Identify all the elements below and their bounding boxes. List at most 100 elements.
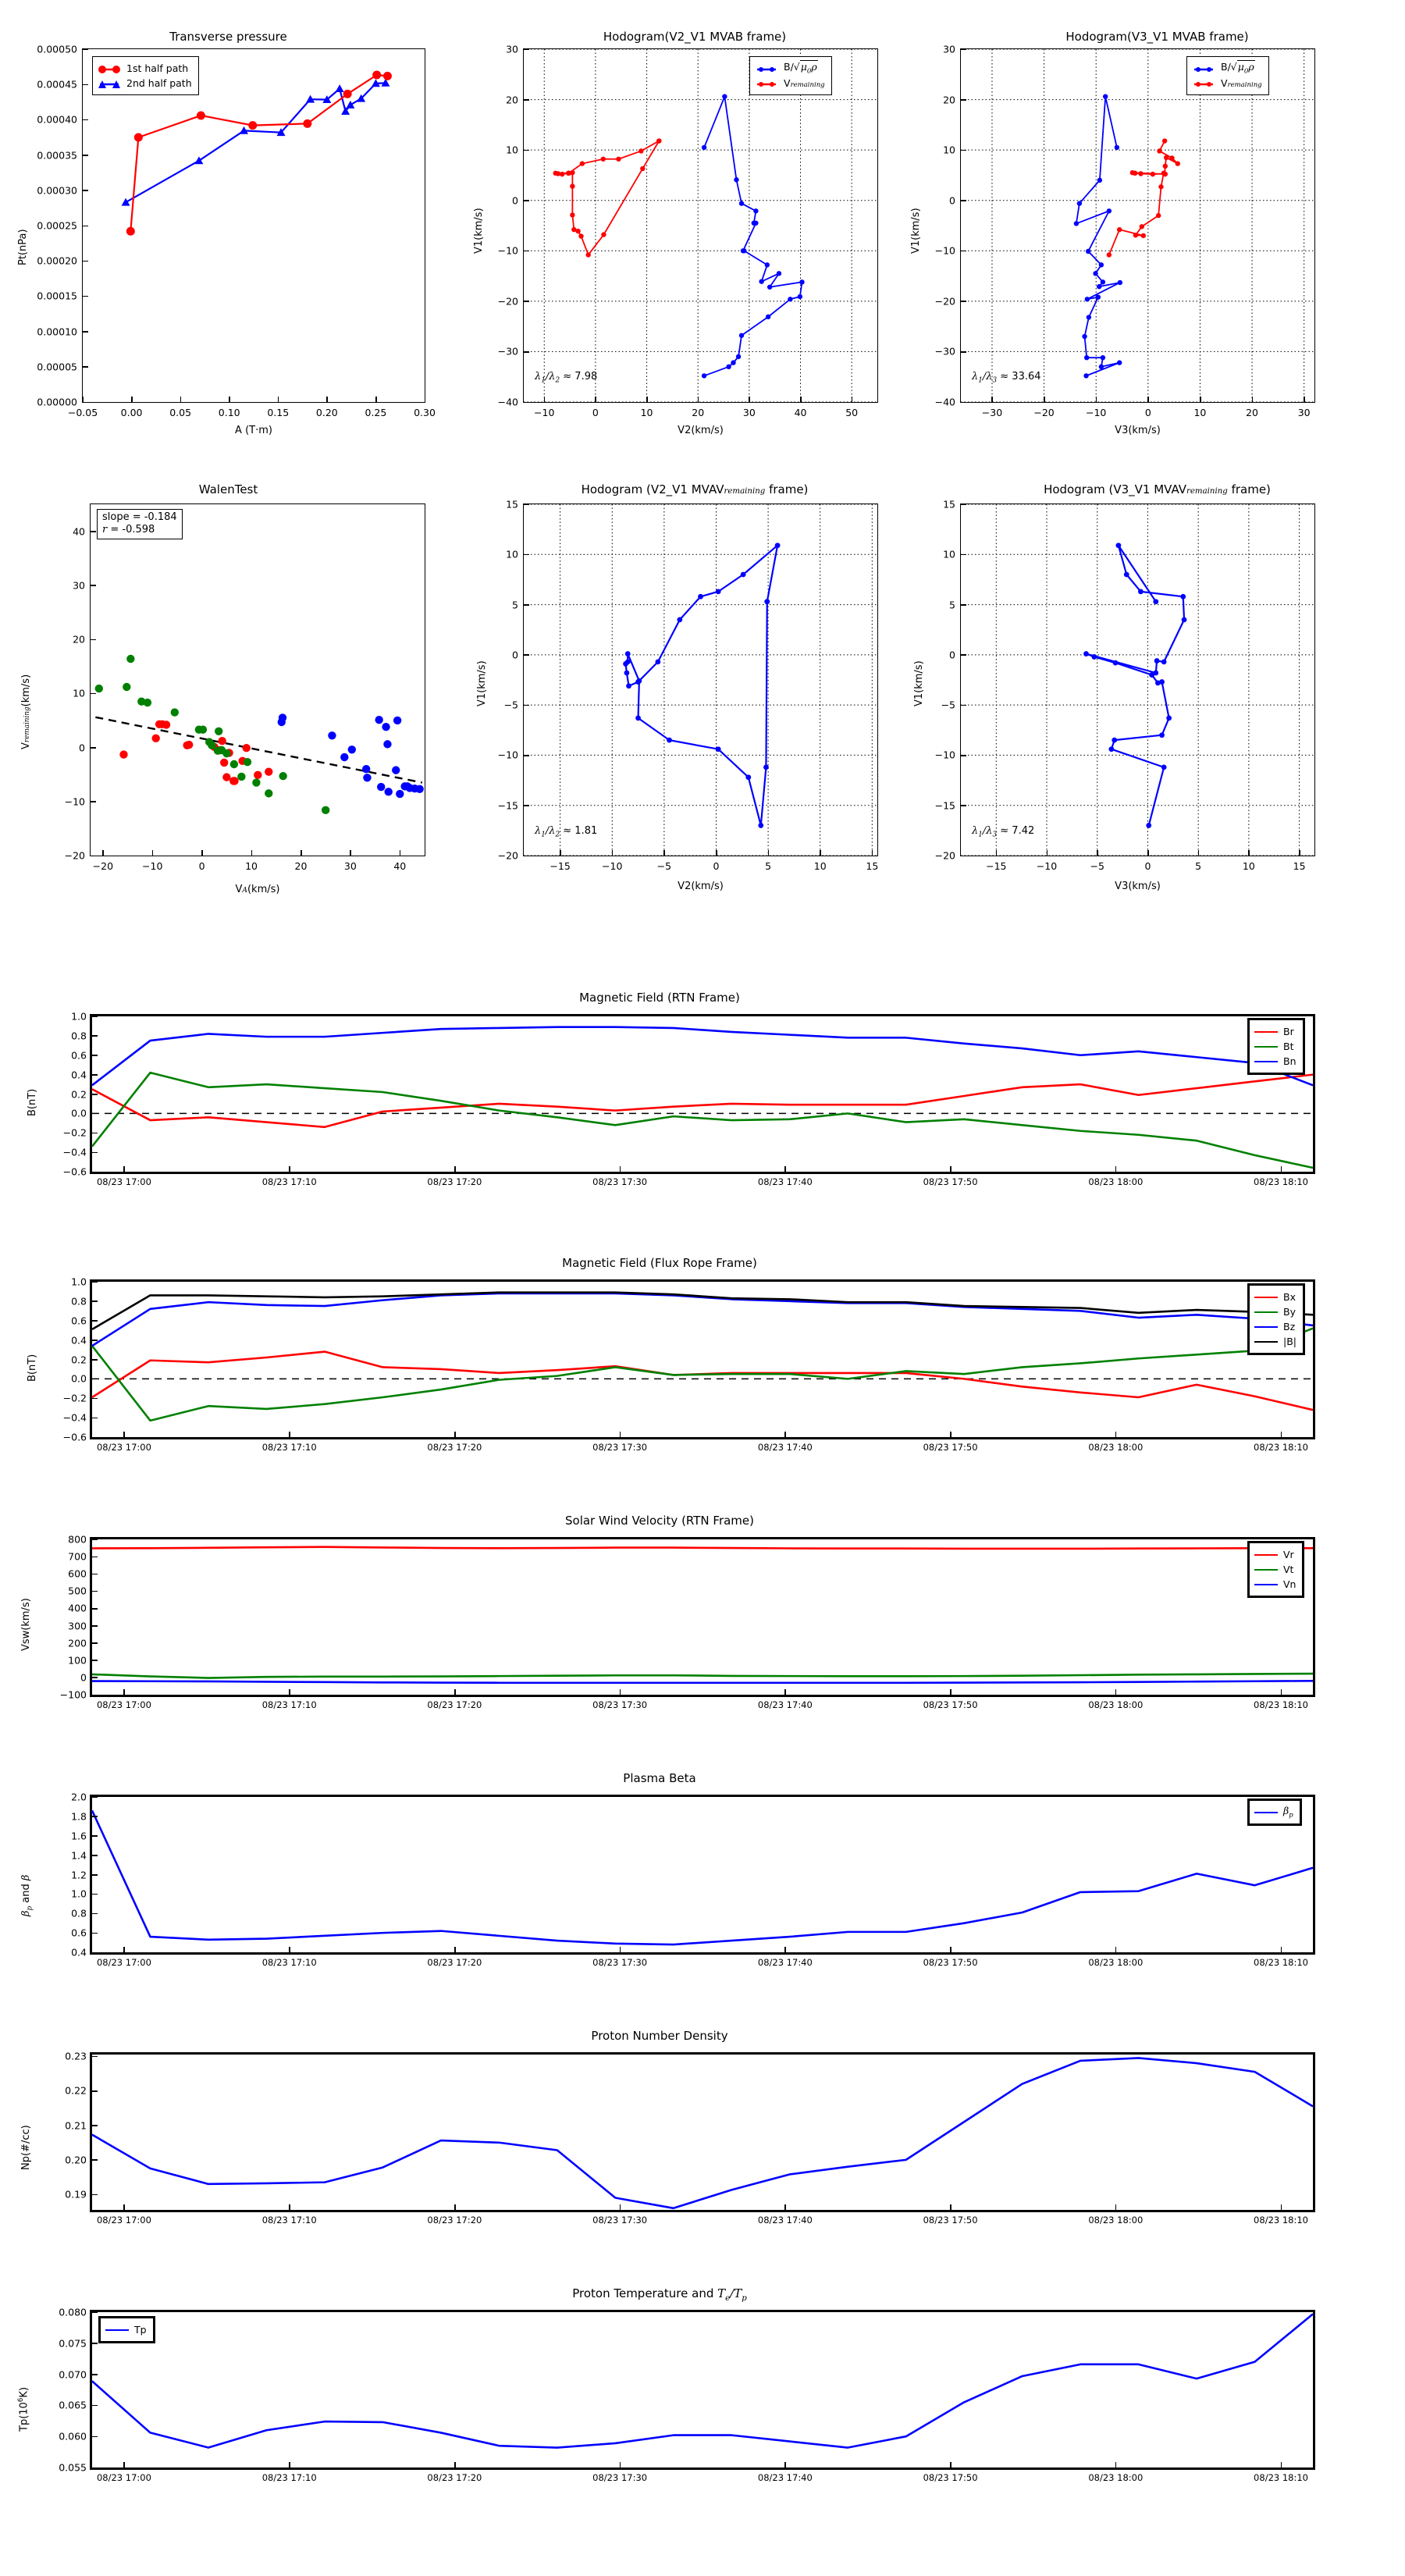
legend-label: Bx — [1283, 1291, 1296, 1303]
legend-label: Br — [1283, 1026, 1294, 1037]
x-tick-mark — [454, 1689, 456, 1695]
y-tick-label: 0.0 — [71, 1107, 87, 1119]
y-tick-mark — [92, 2404, 98, 2407]
legend-item: 1st half path — [98, 61, 192, 76]
y-tick-label: 0.0 — [71, 1372, 87, 1385]
legend-item: Bx — [1254, 1290, 1297, 1304]
y-tick-label: 0.070 — [59, 2368, 87, 2381]
legend-item: By — [1254, 1304, 1297, 1319]
y-tick-label: 1.4 — [71, 1849, 87, 1862]
correlation-value: r = -0.598 — [102, 524, 155, 536]
x-tick-mark — [950, 1689, 951, 1695]
x-tick-mark — [646, 397, 648, 402]
x-tick-label: 0.30 — [414, 407, 436, 418]
x-tick-label: 0 — [1144, 407, 1151, 418]
y-tick-mark — [83, 119, 88, 121]
y-tick-label: 400 — [68, 1602, 87, 1614]
x-tick-label: 08/23 17:30 — [592, 1699, 648, 1710]
x-tick-mark — [619, 1166, 621, 1172]
x-tick-label: 0.00 — [120, 407, 143, 418]
y-tick-label: −10 — [934, 244, 955, 257]
y-tick-mark — [92, 1642, 98, 1644]
x-tick-label: 08/23 18:10 — [1254, 2472, 1309, 2483]
legend-magnetic-field-fluxrope: Bx By Bz |B| — [1247, 1283, 1305, 1355]
y-tick-mark — [961, 250, 966, 252]
y-tick-mark — [83, 155, 88, 156]
x-tick-mark — [1115, 2204, 1117, 2210]
x-tick-label: −15 — [986, 860, 1007, 872]
y-tick-label: 5 — [949, 599, 955, 611]
y-tick-mark — [92, 1300, 98, 1302]
x-tick-label: 08/23 18:10 — [1254, 2215, 1309, 2226]
x-tick-mark — [1251, 397, 1254, 402]
x-axis-label: A (T·m) — [235, 425, 272, 436]
y-axis-label: V1(km/s) — [913, 660, 925, 706]
x-tick-label: 20 — [1246, 407, 1258, 418]
x-tick-label: 0.25 — [365, 407, 387, 418]
y-tick-label: −100 — [59, 1688, 87, 1701]
plot-area: −20 −10 0 10 20 30 40 −20 −10 0 10 20 30 40 — [65, 503, 425, 872]
x-tick-mark — [300, 850, 302, 856]
y-tick-label: 700 — [68, 1550, 87, 1563]
x-tick-label: 5 — [765, 860, 772, 872]
x-tick-mark — [851, 397, 853, 402]
x-tick-label: −30 — [981, 407, 1003, 418]
y-tick-mark — [92, 2055, 98, 2058]
x-tick-mark — [102, 850, 104, 856]
legend-marker-icon — [755, 64, 778, 73]
x-tick-label: 08/23 17:00 — [96, 2215, 151, 2226]
y-tick-mark — [524, 805, 529, 806]
y-tick-mark — [92, 1607, 98, 1610]
x-tick-mark — [619, 1689, 621, 1695]
y-tick-mark — [92, 1340, 98, 1341]
x-tick-mark — [619, 1947, 621, 1952]
y-tick-label: 10 — [506, 144, 518, 156]
y-tick-label: 0.00005 — [37, 361, 77, 373]
y-tick-mark — [92, 1016, 98, 1018]
x-tick-label: 08/23 17:30 — [592, 2472, 648, 2483]
x-tick-mark — [1046, 850, 1048, 856]
x-tick-label: 10 — [1242, 860, 1255, 872]
y-tick-mark — [961, 149, 966, 151]
y-tick-label: 0.065 — [59, 2399, 87, 2411]
x-tick-label: 08/23 17:50 — [923, 1957, 978, 1968]
x-tick-mark — [871, 850, 873, 856]
x-tick-label: 08/23 17:00 — [96, 1176, 151, 1187]
x-tick-mark — [784, 2204, 786, 2210]
x-tick-label: 08/23 18:00 — [1088, 1176, 1144, 1187]
y-tick-label: 0.20 — [65, 2154, 87, 2166]
legend-line-swatch — [1254, 1553, 1278, 1556]
y-tick-mark — [91, 801, 96, 802]
x-tick-label: 10 — [813, 860, 827, 872]
x-tick-mark — [289, 1947, 290, 1952]
y-tick-mark — [92, 1035, 98, 1037]
panel-hodogram-v2v1-mvav: Hodogram (V2_V1 MVAVremaining frame) −20… — [461, 468, 929, 913]
x-tick-mark — [1280, 2204, 1282, 2210]
y-axis-label: V1(km/s) — [910, 208, 922, 254]
y-tick-label: 30 — [506, 43, 518, 55]
panel-title: Transverse pressure — [169, 30, 287, 44]
legend-plasma-beta: βp — [1247, 1799, 1302, 1826]
legend-line-swatch — [1254, 1340, 1278, 1343]
x-tick-mark — [289, 2462, 290, 2467]
x-tick-label: −5 — [1090, 860, 1104, 872]
y-tick-label: 2.0 — [71, 1791, 87, 1803]
y-tick-label: 0.055 — [59, 2461, 87, 2474]
y-tick-label: −20 — [934, 849, 955, 862]
y-tick-label: 0.4 — [71, 1334, 87, 1347]
y-tick-mark — [524, 301, 529, 302]
panel-proton-temperature: Proton Temperature and Te/Tp 0.055 0.060 0… — [0, 2275, 1405, 2533]
y-tick-mark — [961, 200, 966, 201]
x-tick-mark — [1248, 850, 1250, 856]
x-tick-label: 0 — [1144, 860, 1151, 872]
x-tick-label: 08/23 17:40 — [757, 1442, 813, 1453]
y-tick-mark — [92, 2374, 98, 2375]
x-tick-label: 08/23 17:20 — [427, 1699, 482, 1710]
x-tick-label: 08/23 17:10 — [261, 1957, 317, 1968]
x-tick-label: 08/23 17:40 — [757, 2472, 813, 2483]
x-tick-mark — [950, 2204, 951, 2210]
x-tick-label: 08/23 17:20 — [427, 2472, 482, 2483]
y-tick-label: 0.6 — [71, 1927, 87, 1939]
y-tick-mark — [961, 401, 966, 404]
x-tick-label: −5 — [656, 860, 672, 872]
